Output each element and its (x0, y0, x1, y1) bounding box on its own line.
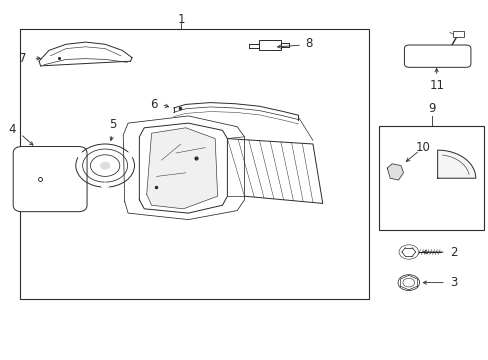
Text: 1: 1 (177, 13, 184, 26)
Text: 2: 2 (449, 246, 456, 258)
Circle shape (100, 162, 110, 169)
Polygon shape (386, 164, 403, 180)
Bar (259, 40, 281, 50)
Text: 4: 4 (9, 123, 16, 136)
Polygon shape (146, 128, 217, 209)
Bar (378, 126, 483, 230)
Text: 9: 9 (427, 102, 435, 115)
FancyBboxPatch shape (13, 147, 87, 212)
Text: 7: 7 (20, 52, 27, 65)
Text: 8: 8 (305, 37, 312, 50)
Polygon shape (437, 150, 475, 178)
Bar (20, 29, 368, 299)
Text: 6: 6 (150, 98, 157, 111)
Circle shape (124, 153, 132, 158)
Text: 5: 5 (108, 118, 116, 131)
Text: 10: 10 (415, 141, 429, 154)
FancyBboxPatch shape (404, 45, 470, 67)
Circle shape (78, 153, 85, 158)
Circle shape (101, 183, 109, 189)
Bar (452, 31, 463, 37)
Text: 11: 11 (429, 79, 444, 92)
Text: 3: 3 (449, 276, 456, 289)
